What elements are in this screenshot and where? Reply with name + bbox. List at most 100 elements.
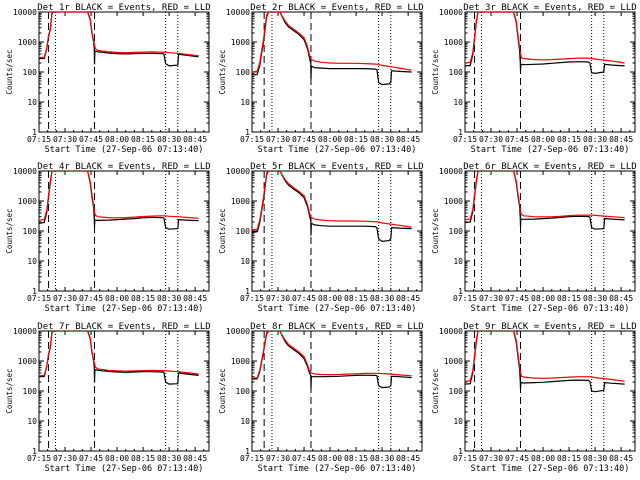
panel-1-y-tick-label-4: 1000 (18, 38, 37, 47)
panel-4-x-tick-label-4: 08:00 (105, 294, 129, 303)
panel-9-title: Det_9r BLACK = Events, RED = LLD (463, 322, 636, 332)
panel-1-x-tick-label-7: 08:45 (183, 135, 207, 144)
panel-9-x-tick-label-5: 08:15 (557, 454, 581, 463)
panel-2-y-tick-label-3: 100 (236, 68, 251, 77)
panel-2-title: Det_2r BLACK = Events, RED = LLD (250, 3, 423, 13)
panel-9-y-tick-label-4: 1000 (444, 357, 463, 366)
panel-9-x-tick-label-7: 08:45 (609, 454, 633, 463)
panel-5-y-tick-label-5: 10000 (226, 167, 250, 176)
panel-4-events-series (39, 171, 199, 230)
panel-9-events-series (465, 331, 625, 393)
panel-3-x-axis-title: Start Time (27-Sep-06 07:13:40) (471, 145, 630, 155)
panel-8-x-tick-label-1: 07:15 (240, 454, 264, 463)
panel-3-y-tick-label-5: 10000 (439, 8, 463, 17)
panel-2-lld-series (252, 12, 412, 73)
panel-1-y-axis-title: Counts/sec (5, 49, 14, 94)
panel-6-y-tick-label-4: 1000 (444, 197, 463, 206)
panel-2-x-tick-label-4: 08:00 (318, 135, 342, 144)
panel-4-title: Det_4r BLACK = Events, RED = LLD (37, 162, 210, 172)
panel-9-y-axis-title: Counts/sec (431, 368, 440, 413)
panel-3-events-series (465, 12, 625, 75)
panel-9-y-tick-label-1: 1 (458, 447, 463, 456)
panel-8-y-tick-label-5: 10000 (226, 327, 250, 336)
panel-3-title: Det_3r BLACK = Events, RED = LLD (463, 3, 636, 13)
panel-1-title: Det_1r BLACK = Events, RED = LLD (37, 3, 210, 13)
panel-8-x-tick-label-4: 08:00 (318, 454, 342, 463)
panel-6-y-axis-title: Counts/sec (431, 208, 440, 253)
panel-4-x-tick-label-6: 08:30 (157, 294, 181, 303)
panel-6-y-tick-label-1: 1 (458, 287, 463, 296)
panel-3-y-tick-label-4: 1000 (444, 38, 463, 47)
panel-3-x-tick-label-7: 08:45 (609, 135, 633, 144)
panel-5-x-tick-label-3: 07:45 (292, 294, 316, 303)
panel-3-y-tick-label-3: 100 (449, 68, 464, 77)
panel-5-x-tick-label-2: 07:30 (266, 294, 290, 303)
panel-3: Det_3r BLACK = Events, RED = LLD 07:15 07:… (431, 3, 637, 155)
panel-4-x-tick-label-2: 07:30 (53, 294, 77, 303)
panel-6-x-tick-label-5: 08:15 (557, 294, 581, 303)
panel-7-x-tick-label-4: 08:00 (105, 454, 129, 463)
panel-3-lld-series (465, 12, 625, 64)
panel-3-y-tick-label-1: 1 (458, 128, 463, 137)
panel-8-lld-series (252, 331, 412, 379)
panel-2-x-tick-label-3: 07:45 (292, 135, 316, 144)
panel-4-y-tick-label-5: 10000 (13, 167, 37, 176)
panel-6-y-tick-label-5: 10000 (439, 167, 463, 176)
panel-4-x-tick-label-3: 07:45 (79, 294, 103, 303)
panel-6-x-tick-label-6: 08:30 (583, 294, 607, 303)
panel-2: Det_2r BLACK = Events, RED = LLD 07:15 07:… (218, 3, 424, 155)
panel-6-y-tick-label-3: 100 (449, 227, 464, 236)
panel-1-lld-series (39, 12, 199, 59)
panel-8-x-tick-label-2: 07:30 (266, 454, 290, 463)
panel-5-y-tick-label-4: 1000 (231, 197, 250, 206)
panel-7-y-axis-title: Counts/sec (5, 368, 14, 413)
panel-6-y-tick-label-2: 10 (453, 257, 463, 266)
panel-2-x-tick-label-7: 08:45 (396, 135, 420, 144)
panel-2-x-axis-title: Start Time (27-Sep-06 07:13:40) (258, 145, 417, 155)
panel-9-x-tick-label-3: 07:45 (505, 454, 529, 463)
panel-8-x-tick-label-5: 08:15 (344, 454, 368, 463)
panel-5-lld-series (252, 171, 412, 231)
panel-4-x-tick-label-7: 08:45 (183, 294, 207, 303)
panel-1-x-axis-title: Start Time (27-Sep-06 07:13:40) (45, 145, 204, 155)
panel-6-title: Det_6r BLACK = Events, RED = LLD (463, 162, 636, 172)
panel-6-x-tick-label-2: 07:30 (479, 294, 503, 303)
panel-5-y-axis-title: Counts/sec (218, 208, 227, 253)
panel-1-x-tick-label-1: 07:15 (27, 135, 51, 144)
panel-4-y-tick-label-2: 10 (27, 257, 37, 266)
panel-1-x-tick-label-5: 08:15 (131, 135, 155, 144)
panel-2-x-tick-label-5: 08:15 (344, 135, 368, 144)
panel-8-x-tick-label-3: 07:45 (292, 454, 316, 463)
panel-2-y-tick-label-4: 1000 (231, 38, 250, 47)
panel-7-x-tick-label-6: 08:30 (157, 454, 181, 463)
panel-2-y-tick-label-2: 10 (240, 98, 250, 107)
panel-1-x-tick-label-4: 08:00 (105, 135, 129, 144)
panel-5-x-axis-title: Start Time (27-Sep-06 07:13:40) (258, 304, 417, 314)
panel-3-x-tick-label-1: 07:15 (453, 135, 477, 144)
panel-9-lld-series (465, 331, 625, 382)
panel-3-x-tick-label-5: 08:15 (557, 135, 581, 144)
panel-7-title: Det_7r BLACK = Events, RED = LLD (37, 322, 210, 332)
panel-6-x-tick-label-4: 08:00 (531, 294, 555, 303)
panel-2-y-tick-label-5: 10000 (226, 8, 250, 17)
panel-4-x-tick-label-5: 08:15 (131, 294, 155, 303)
panel-7-y-tick-label-1: 1 (32, 447, 37, 456)
panel-5-x-tick-label-1: 07:15 (240, 294, 264, 303)
panel-7-y-tick-label-5: 10000 (13, 327, 37, 336)
panel-7-y-tick-label-3: 100 (23, 387, 38, 396)
panel-6-lld-series (465, 171, 625, 221)
panel-8-y-tick-label-1: 1 (245, 447, 250, 456)
panel-4-y-tick-label-3: 100 (23, 227, 38, 236)
panel-2-y-tick-label-1: 1 (245, 128, 250, 137)
panel-8-y-tick-label-4: 1000 (231, 357, 250, 366)
panel-3-x-tick-label-2: 07:30 (479, 135, 503, 144)
panel-7-y-tick-label-4: 1000 (18, 357, 37, 366)
panel-2-x-tick-label-1: 07:15 (240, 135, 264, 144)
panel-7-x-axis-title: Start Time (27-Sep-06 07:13:40) (45, 464, 204, 474)
panel-7-x-tick-label-2: 07:30 (53, 454, 77, 463)
panel-3-y-axis-title: Counts/sec (431, 49, 440, 94)
